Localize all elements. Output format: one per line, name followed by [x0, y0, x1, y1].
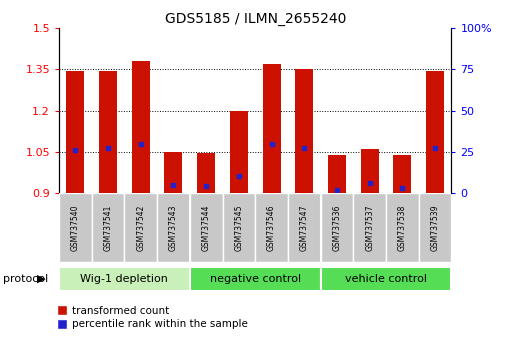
Text: GSM737539: GSM737539: [430, 204, 440, 251]
Bar: [99, 71, 117, 193]
Bar: [92, 193, 125, 262]
Bar: [132, 61, 150, 193]
Bar: [230, 110, 248, 193]
Text: GSM737545: GSM737545: [234, 204, 243, 251]
Bar: [223, 193, 255, 262]
Text: GSM737544: GSM737544: [202, 204, 211, 251]
Bar: [426, 71, 444, 193]
Text: GSM737541: GSM737541: [104, 204, 112, 251]
Bar: [288, 193, 321, 262]
Text: vehicle control: vehicle control: [345, 274, 427, 284]
Text: GSM737543: GSM737543: [169, 204, 178, 251]
Text: ▶: ▶: [37, 274, 46, 284]
Bar: [157, 193, 190, 262]
Text: GSM737542: GSM737542: [136, 204, 145, 251]
Text: negative control: negative control: [210, 274, 301, 284]
Bar: [386, 193, 419, 262]
Bar: [321, 193, 353, 262]
Text: GSM737538: GSM737538: [398, 204, 407, 251]
Bar: [353, 193, 386, 262]
Bar: [328, 154, 346, 193]
Bar: [361, 149, 379, 193]
Bar: [263, 64, 281, 193]
Bar: [190, 193, 223, 262]
Bar: [321, 267, 451, 291]
Bar: [190, 267, 321, 291]
Bar: [59, 267, 190, 291]
Text: GSM737536: GSM737536: [332, 204, 342, 251]
Bar: [419, 193, 451, 262]
Legend: transformed count, percentile rank within the sample: transformed count, percentile rank withi…: [56, 306, 248, 329]
Text: GSM737537: GSM737537: [365, 204, 374, 251]
Bar: [66, 71, 84, 193]
Bar: [295, 69, 313, 193]
Bar: [255, 193, 288, 262]
Bar: [197, 153, 215, 193]
Bar: [165, 152, 183, 193]
Text: GSM737540: GSM737540: [71, 204, 80, 251]
Bar: [59, 193, 92, 262]
Bar: [393, 154, 411, 193]
Title: GDS5185 / ILMN_2655240: GDS5185 / ILMN_2655240: [165, 12, 346, 26]
Text: protocol: protocol: [3, 274, 48, 284]
Text: Wig-1 depletion: Wig-1 depletion: [81, 274, 168, 284]
Text: GSM737546: GSM737546: [267, 204, 276, 251]
Text: GSM737547: GSM737547: [300, 204, 309, 251]
Bar: [124, 193, 157, 262]
